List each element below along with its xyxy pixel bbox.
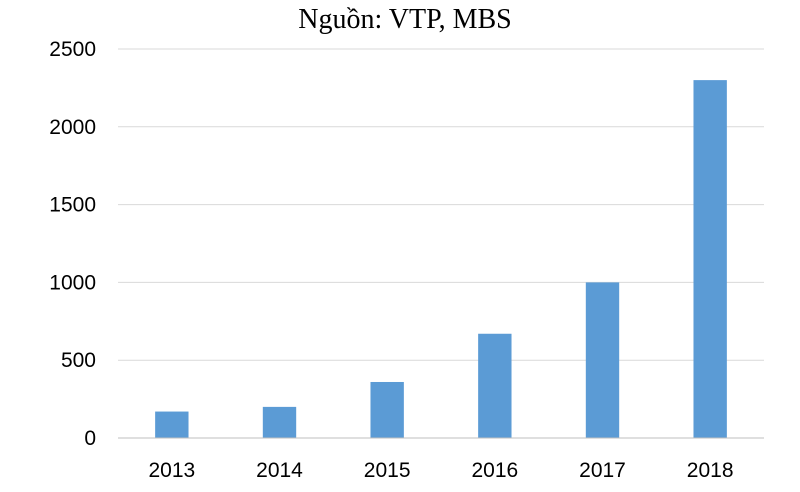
bar-2013: [155, 411, 189, 438]
x-tick-label: 2017: [579, 459, 626, 482]
y-tick-label: 2000: [49, 116, 96, 139]
y-tick-label: 500: [61, 349, 96, 372]
y-axis-ticks: 0 500 1000 1500 2000 2500: [49, 38, 96, 450]
x-tick-label: 2013: [148, 459, 195, 482]
x-tick-label: 2015: [364, 459, 411, 482]
bars: [155, 80, 727, 439]
x-axis-ticks: 2013 2014 2015 2016 2017 2018: [148, 459, 733, 482]
gridlines: [118, 48, 764, 361]
bar-2014: [262, 406, 297, 438]
chart-title: Nguồn: VTP, MBS: [298, 4, 511, 35]
x-tick-label: 2018: [687, 459, 734, 482]
y-tick-label: 2500: [49, 38, 96, 61]
y-tick-label: 0: [84, 427, 96, 450]
y-tick-label: 1500: [49, 194, 96, 217]
x-tick-label: 2014: [256, 459, 303, 482]
bar-2017: [585, 282, 620, 438]
bar-2015: [370, 381, 404, 438]
bar-2016: [478, 333, 512, 438]
bar-2018: [693, 80, 727, 439]
x-tick-label: 2016: [471, 459, 518, 482]
y-tick-label: 1000: [49, 271, 96, 294]
